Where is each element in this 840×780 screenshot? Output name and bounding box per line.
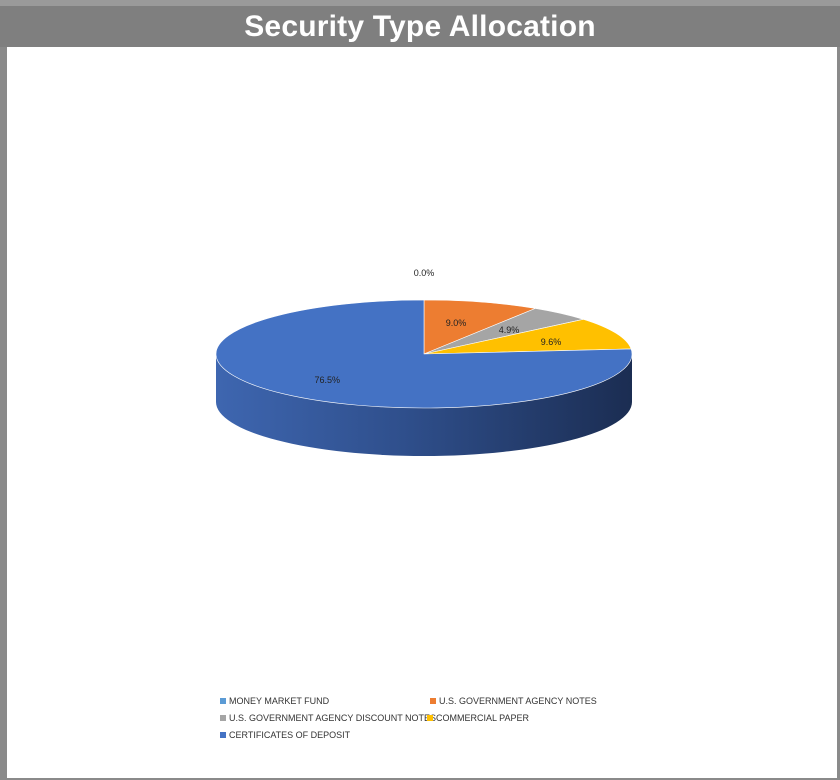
chart-title: Security Type Allocation bbox=[244, 9, 596, 43]
pie-side-band bbox=[216, 354, 632, 456]
legend-swatch bbox=[220, 715, 226, 721]
pie-data-label: 9.6% bbox=[541, 337, 562, 347]
legend-swatch bbox=[220, 698, 226, 704]
legend-swatch bbox=[220, 732, 226, 738]
legend-item: U.S. GOVERNMENT AGENCY NOTES bbox=[430, 696, 597, 706]
legend-swatch bbox=[427, 715, 433, 721]
pie-chart: 0.0% 9.0% 4.9% 9.6% 76.5% bbox=[215, 268, 633, 456]
legend-label: CERTIFICATES OF DEPOSIT bbox=[229, 730, 351, 740]
legend-item: CERTIFICATES OF DEPOSIT bbox=[220, 730, 350, 740]
legend-item: U.S. GOVERNMENT AGENCY DISCOUNT NOTES bbox=[220, 713, 436, 723]
pie-slice bbox=[215, 299, 633, 409]
legend-label: MONEY MARKET FUND bbox=[229, 696, 330, 706]
legend-item: COMMERCIAL PAPER bbox=[427, 713, 529, 723]
pie-slice bbox=[423, 319, 632, 355]
pie-data-label: 76.5% bbox=[314, 375, 340, 385]
legend-label: U.S. GOVERNMENT AGENCY DISCOUNT NOTES bbox=[229, 713, 437, 723]
pie-data-label: 9.0% bbox=[446, 318, 467, 328]
pie-slice bbox=[423, 299, 537, 355]
title-bar: Security Type Allocation bbox=[0, 0, 840, 47]
legend-swatch bbox=[430, 698, 436, 704]
legend-label: COMMERCIAL PAPER bbox=[436, 713, 530, 723]
legend-item: MONEY MARKET FUND bbox=[220, 696, 329, 706]
pie-data-label: 0.0% bbox=[414, 268, 435, 278]
pie-data-label: 4.9% bbox=[499, 325, 520, 335]
legend-label: U.S. GOVERNMENT AGENCY NOTES bbox=[439, 696, 597, 706]
